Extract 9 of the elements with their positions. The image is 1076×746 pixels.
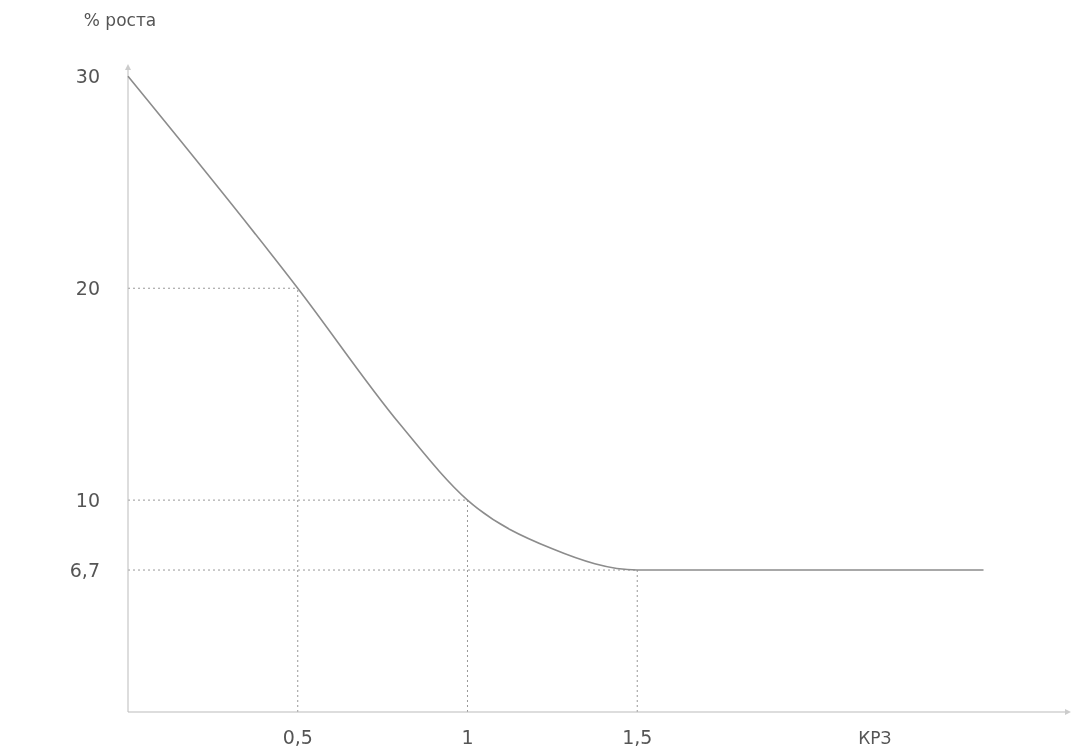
y-axis-title: % роста: [83, 10, 157, 30]
x-tick-label: 1: [461, 726, 474, 746]
x-tick-label: 0,5: [282, 726, 313, 746]
x-axis-title: КРЗ: [858, 728, 892, 746]
y-tick-label: 20: [75, 276, 100, 299]
x-tick-label: 1,5: [622, 726, 653, 746]
y-tick-label: 6,7: [69, 558, 100, 581]
y-tick-label: 30: [75, 65, 100, 88]
y-tick-label: 10: [75, 488, 100, 511]
